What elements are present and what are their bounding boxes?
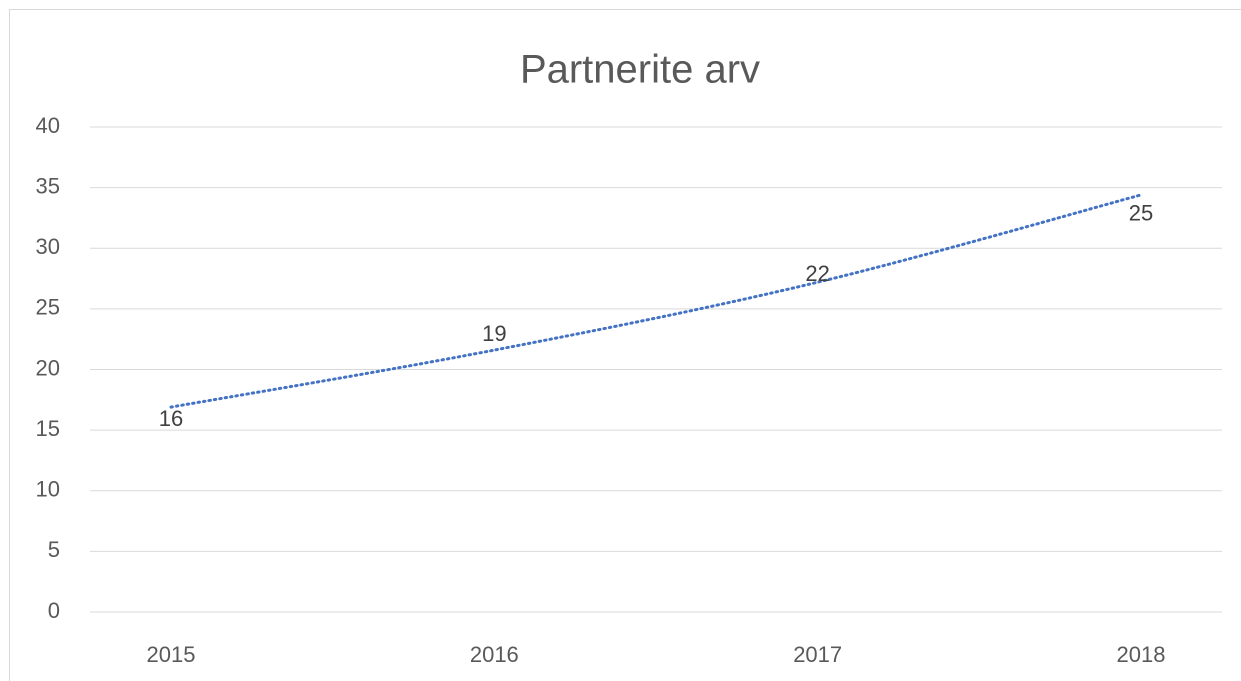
data-label: 25 [1129, 201, 1153, 226]
data-label: 16 [159, 406, 183, 431]
y-tick-label: 30 [36, 234, 60, 259]
y-tick-label: 5 [48, 537, 60, 562]
chart-frame [9, 9, 1241, 681]
y-tick-label: 35 [36, 173, 60, 198]
y-tick-label: 40 [36, 113, 60, 138]
y-tick-label: 10 [36, 477, 60, 502]
x-tick-label: 2018 [1117, 642, 1166, 667]
y-tick-label: 0 [48, 598, 60, 623]
y-tick-label: 15 [36, 416, 60, 441]
data-label: 19 [482, 321, 506, 346]
chart-title: Partnerite arv [520, 48, 760, 92]
y-tick-label: 20 [36, 355, 60, 380]
trendline [169, 193, 1143, 409]
x-tick-label: 2016 [470, 642, 519, 667]
y-tick-label: 25 [36, 295, 60, 320]
data-label: 22 [805, 261, 829, 286]
x-tick-label: 2015 [147, 642, 196, 667]
x-tick-label: 2017 [793, 642, 842, 667]
